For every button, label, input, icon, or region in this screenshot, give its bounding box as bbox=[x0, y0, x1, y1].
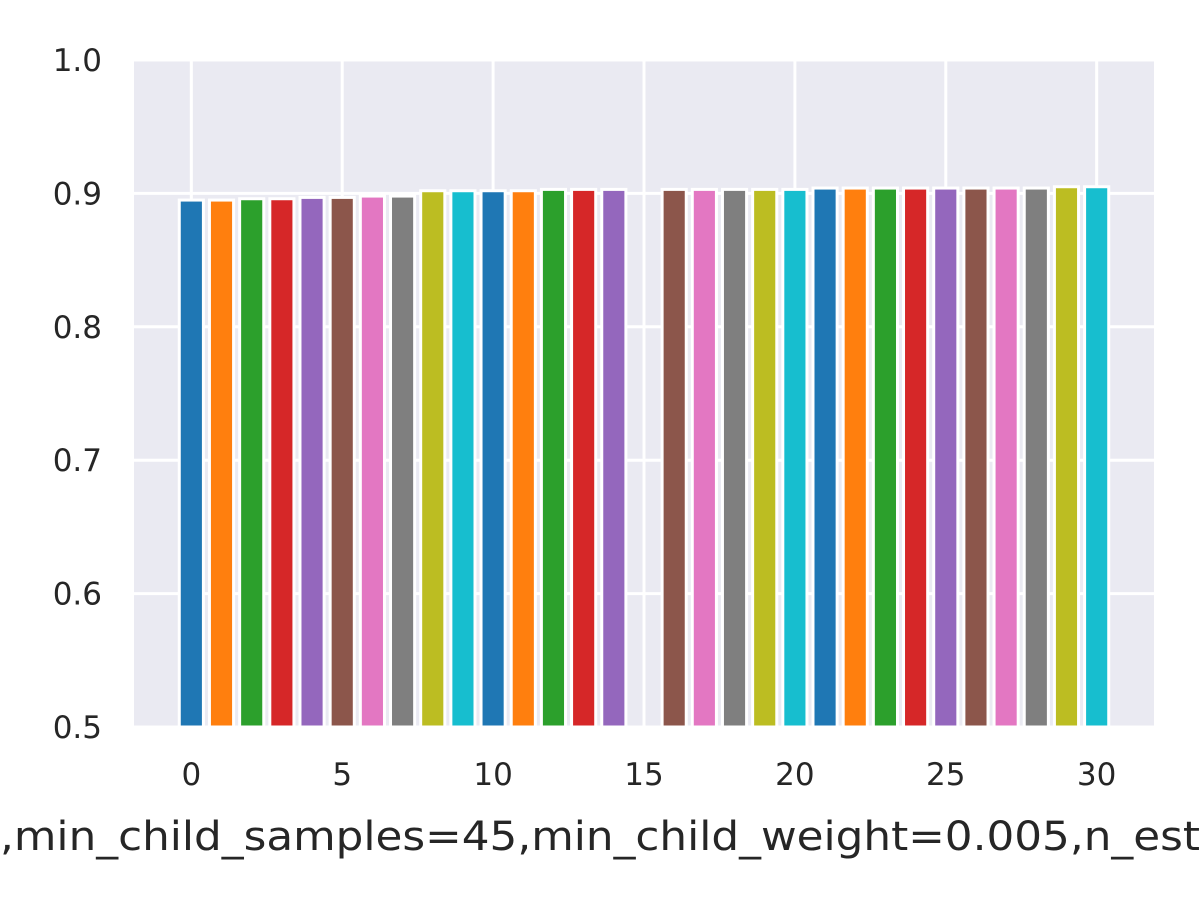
bar bbox=[1022, 186, 1050, 729]
y-tick-labels: 0.5 0.6 0.7 0.8 0.9 1.0 bbox=[53, 43, 102, 746]
bars bbox=[177, 185, 1111, 729]
bar bbox=[871, 186, 899, 729]
bar bbox=[177, 198, 205, 729]
bar bbox=[811, 186, 839, 729]
bar bbox=[570, 187, 598, 729]
x-tick-label: 25 bbox=[926, 757, 965, 793]
bar bbox=[781, 187, 809, 729]
y-tick-label: 0.5 bbox=[53, 710, 102, 746]
x-tick-label: 0 bbox=[181, 757, 201, 793]
bar bbox=[962, 186, 990, 729]
bar bbox=[419, 189, 447, 729]
bar bbox=[600, 187, 628, 729]
x-tick-labels: 0 5 10 15 20 25 30 bbox=[181, 757, 1116, 793]
y-tick-label: 0.6 bbox=[53, 577, 102, 613]
bar bbox=[720, 187, 749, 729]
bar bbox=[268, 197, 296, 729]
bar bbox=[751, 187, 779, 729]
bar bbox=[298, 195, 326, 729]
x-tick-label: 5 bbox=[332, 757, 352, 793]
bar bbox=[389, 194, 417, 729]
bar bbox=[449, 189, 477, 729]
bar bbox=[328, 195, 356, 729]
bar bbox=[660, 187, 688, 729]
bar bbox=[1052, 185, 1081, 729]
bar bbox=[932, 186, 960, 729]
x-tick-label: 30 bbox=[1077, 757, 1116, 793]
x-axis-label: ,min_child_samples=45,min_child_weight=0… bbox=[0, 814, 1200, 860]
y-tick-label: 0.9 bbox=[53, 176, 102, 212]
bar bbox=[238, 197, 266, 729]
bar bbox=[358, 194, 386, 729]
bar bbox=[539, 187, 568, 729]
x-tick-label: 15 bbox=[624, 757, 663, 793]
bar bbox=[207, 198, 236, 729]
bar bbox=[902, 186, 930, 729]
bar bbox=[690, 187, 718, 729]
y-tick-label: 0.7 bbox=[53, 443, 102, 479]
bar bbox=[1083, 185, 1111, 729]
y-tick-label: 1.0 bbox=[53, 43, 102, 79]
x-tick-label: 10 bbox=[473, 757, 512, 793]
bar bbox=[992, 186, 1020, 729]
x-tick-label: 20 bbox=[775, 757, 814, 793]
y-tick-label: 0.8 bbox=[53, 310, 102, 346]
bar bbox=[479, 189, 507, 729]
bar bbox=[841, 186, 869, 729]
bar bbox=[509, 189, 537, 729]
